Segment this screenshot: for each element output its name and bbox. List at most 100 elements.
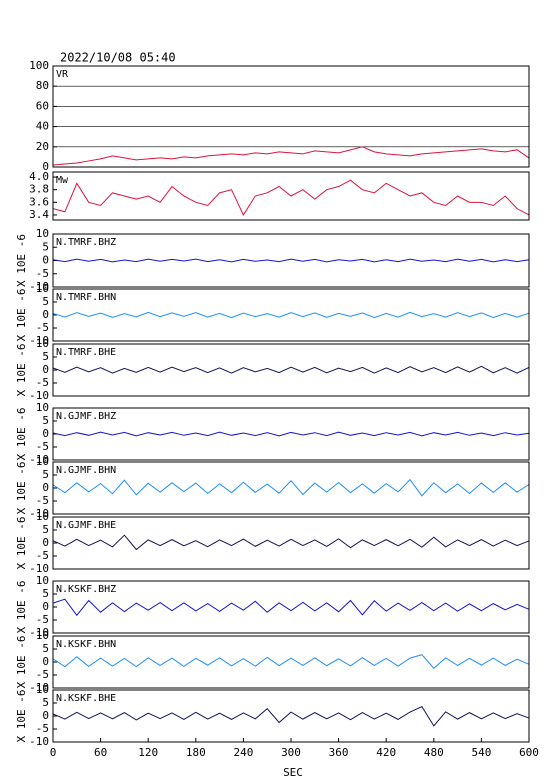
- panel-label: N.GJMF.BHZ: [56, 411, 116, 422]
- x-tick-label: 60: [94, 746, 107, 759]
- panel-frame: [52, 288, 530, 342]
- panel-label: N.TMRF.BHE: [56, 347, 116, 358]
- y-tick-label: 0: [42, 363, 49, 376]
- y-tick-label: 10: [36, 683, 49, 696]
- x-tick-label: 120: [138, 746, 158, 759]
- y-tick-label: 0: [42, 655, 49, 668]
- y-tick-label: 10: [36, 227, 49, 240]
- panel-label: N.KSKF.BHZ: [56, 584, 116, 595]
- y-tick-label: 0: [42, 254, 49, 267]
- panel-frame: [52, 580, 530, 634]
- y-tick-label: 0: [42, 481, 49, 494]
- y-tick-label: 0: [42, 536, 49, 549]
- panel-label: N.KSKF.BHN: [56, 639, 116, 650]
- y-tick-label: -5: [36, 549, 49, 562]
- y-tick-label: -10: [29, 389, 49, 402]
- y-tick-label: -5: [36, 494, 49, 507]
- y-tick-label: 5: [42, 696, 49, 709]
- x-tick-label: 0: [50, 746, 57, 759]
- y-tick-label: 60: [36, 99, 49, 112]
- y-tick-label: 5: [42, 523, 49, 536]
- y-tick-label: -5: [36, 613, 49, 626]
- y-tick-label: 3.6: [29, 195, 49, 208]
- panel-label: VR: [56, 69, 69, 80]
- y-tick-label: 10: [36, 401, 49, 414]
- y-tick-label: 10: [36, 574, 49, 587]
- y-tick-label: 40: [36, 120, 49, 133]
- y-tick-label: 5: [42, 468, 49, 481]
- trace-line: [52, 179, 530, 216]
- y-tick-label: -10: [29, 681, 49, 694]
- y-tick-label: -10: [29, 453, 49, 466]
- panel-label: N.GJMF.BHN: [56, 465, 116, 476]
- x-tick-label: 420: [376, 746, 396, 759]
- panel-frame: [52, 516, 530, 570]
- y-tick-label: 0: [42, 308, 49, 321]
- chart-title: 2022/10/08 05:40: [60, 51, 176, 65]
- panel-label: N.KSKF.BHE: [56, 693, 116, 704]
- y-tick-label: -10: [29, 626, 49, 639]
- x-tick-label: 300: [281, 746, 301, 759]
- trace-line: [52, 706, 530, 727]
- y-axis-label: X 10E -6: [15, 517, 28, 570]
- y-tick-label: 0: [42, 600, 49, 613]
- y-tick-label: -10: [29, 735, 49, 748]
- x-tick-label: 600: [519, 746, 539, 759]
- x-tick-label: 540: [471, 746, 491, 759]
- x-tick-label: 360: [329, 746, 349, 759]
- y-axis-label: X 10E -6: [15, 636, 28, 689]
- y-tick-label: 5: [42, 414, 49, 427]
- panel-frame: [52, 65, 530, 168]
- y-axis-label: X 10E -6: [15, 234, 28, 287]
- panel-label: N.TMRF.BHN: [56, 292, 116, 303]
- y-tick-label: 0: [42, 160, 49, 173]
- y-axis-label: X 10E -6: [15, 289, 28, 342]
- trace-line: [52, 654, 530, 669]
- y-tick-label: 5: [42, 642, 49, 655]
- y-axis-label: X 10E -6: [15, 462, 28, 515]
- x-tick-label: 180: [186, 746, 206, 759]
- x-axis-label: SEC: [283, 766, 303, 779]
- y-tick-label: 3.8: [29, 183, 49, 196]
- y-tick-label: 20: [36, 140, 49, 153]
- panel-frame: [52, 171, 530, 221]
- x-tick-label: 480: [424, 746, 444, 759]
- panel-frame: [52, 689, 530, 743]
- trace-line: [52, 258, 530, 263]
- y-tick-label: -10: [29, 334, 49, 347]
- y-axis-label: X 10E -6: [15, 581, 28, 634]
- panel-frame: [52, 635, 530, 689]
- y-tick-label: 5: [42, 587, 49, 600]
- trace-line: [52, 478, 530, 497]
- y-tick-label: 4.0: [29, 170, 49, 183]
- y-tick-label: -5: [36, 668, 49, 681]
- y-tick-label: 0: [42, 427, 49, 440]
- panel-frame: [52, 233, 530, 288]
- y-tick-label: 5: [42, 295, 49, 308]
- y-tick-label: 0: [42, 709, 49, 722]
- trace-line: [52, 365, 530, 374]
- y-tick-label: -5: [36, 440, 49, 453]
- trace-line: [52, 311, 530, 319]
- trace-line: [52, 598, 530, 617]
- y-axis-label: X 10E -6: [15, 344, 28, 397]
- y-tick-label: 10: [36, 510, 49, 523]
- panel-label: N.TMRF.BHZ: [56, 237, 116, 248]
- y-tick-label: 10: [36, 455, 49, 468]
- y-tick-label: -5: [36, 376, 49, 389]
- y-axis-label: X 10E -6: [15, 690, 28, 743]
- x-tick-label: 240: [233, 746, 253, 759]
- y-tick-label: 80: [36, 79, 49, 92]
- trace-line: [52, 146, 530, 166]
- y-tick-label: -5: [36, 267, 49, 280]
- trace-line: [52, 431, 530, 437]
- y-tick-label: 100: [29, 59, 49, 72]
- y-tick-label: 5: [42, 240, 49, 253]
- trace-line: [52, 534, 530, 551]
- y-tick-label: 5: [42, 350, 49, 363]
- panel-label: Mw: [56, 175, 69, 186]
- panel-label: N.GJMF.BHE: [56, 520, 116, 531]
- y-tick-label: 3.4: [29, 208, 49, 221]
